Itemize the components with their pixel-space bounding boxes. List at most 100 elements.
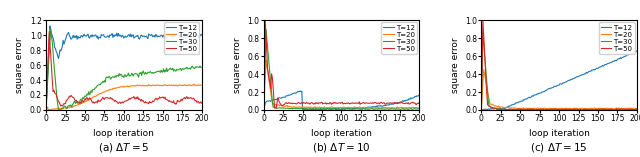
X-axis label: loop iteration: loop iteration xyxy=(93,129,154,138)
T=12 xyxy=(478,109,486,111)
T=12 xyxy=(274,98,282,100)
Line: T=50: T=50 xyxy=(481,20,637,110)
Line: T=12: T=12 xyxy=(264,91,419,110)
X-axis label: loop iteration: loop iteration xyxy=(311,129,372,138)
T=12 xyxy=(46,25,54,27)
T=50 xyxy=(198,102,205,104)
T=30 xyxy=(415,108,423,110)
T=30 xyxy=(275,107,282,109)
T=30 xyxy=(58,108,65,110)
Line: T=30: T=30 xyxy=(264,29,419,110)
T=50 xyxy=(415,102,423,104)
T=30 xyxy=(54,109,62,111)
T=30 xyxy=(100,80,108,82)
Title: (a) $\Delta T = 5$: (a) $\Delta T = 5$ xyxy=(98,141,150,154)
Line: T=12: T=12 xyxy=(46,26,202,106)
T=50 xyxy=(260,109,268,111)
T=30 xyxy=(326,108,333,110)
T=30 xyxy=(477,109,485,111)
T=50 xyxy=(621,108,629,110)
Line: T=30: T=30 xyxy=(46,29,202,110)
T=12 xyxy=(415,94,423,96)
T=12 xyxy=(300,109,308,111)
T=12 xyxy=(127,33,134,35)
Line: T=12: T=12 xyxy=(481,51,637,110)
T=50 xyxy=(513,109,521,111)
T=30 xyxy=(42,108,50,110)
Y-axis label: square error: square error xyxy=(15,37,24,93)
T=20 xyxy=(621,107,628,109)
T=20 xyxy=(260,109,268,111)
T=20 xyxy=(480,69,488,70)
T=50 xyxy=(326,102,333,104)
T=30 xyxy=(478,70,486,72)
T=30 xyxy=(621,109,628,111)
Legend: T=12, T=20, T=30, T=50: T=12, T=20, T=30, T=50 xyxy=(164,22,200,54)
T=50 xyxy=(479,19,487,21)
T=50 xyxy=(545,109,552,111)
T=20 xyxy=(415,107,423,109)
T=20 xyxy=(633,107,640,109)
T=20 xyxy=(262,59,270,61)
T=30 xyxy=(260,109,268,111)
T=50 xyxy=(492,107,500,109)
T=20 xyxy=(275,104,282,106)
T=50 xyxy=(563,109,571,111)
X-axis label: loop iteration: loop iteration xyxy=(529,129,589,138)
Line: T=20: T=20 xyxy=(481,70,637,110)
T=30 xyxy=(262,28,270,30)
T=12 xyxy=(492,108,499,109)
T=20 xyxy=(344,106,352,108)
T=20 xyxy=(126,85,134,87)
T=12 xyxy=(43,89,51,91)
T=50 xyxy=(42,108,50,110)
T=30 xyxy=(47,28,54,30)
T=30 xyxy=(403,108,411,110)
T=20 xyxy=(543,108,551,109)
T=20 xyxy=(56,108,64,110)
T=30 xyxy=(535,109,543,111)
T=12 xyxy=(326,108,334,110)
T=20 xyxy=(184,84,192,86)
T=30 xyxy=(198,66,205,68)
T=30 xyxy=(43,94,51,96)
T=20 xyxy=(99,91,107,93)
T=50 xyxy=(57,105,65,107)
T=30 xyxy=(260,82,268,84)
Line: T=20: T=20 xyxy=(264,60,419,110)
T=12 xyxy=(108,33,116,35)
T=12 xyxy=(100,34,108,36)
T=12 xyxy=(42,106,50,107)
T=50 xyxy=(478,64,486,66)
Line: T=20: T=20 xyxy=(46,84,202,110)
T=30 xyxy=(543,109,551,111)
T=50 xyxy=(344,102,352,104)
T=20 xyxy=(562,107,570,109)
Title: (c) $\Delta T = 15$: (c) $\Delta T = 15$ xyxy=(531,141,588,154)
T=50 xyxy=(536,108,543,110)
T=30 xyxy=(492,107,500,109)
T=20 xyxy=(478,96,486,98)
T=12 xyxy=(346,108,353,110)
T=50 xyxy=(260,64,268,66)
T=30 xyxy=(128,72,136,74)
T=12 xyxy=(198,34,205,35)
T=20 xyxy=(403,107,411,108)
Title: (b) $\Delta T = 10$: (b) $\Delta T = 10$ xyxy=(312,141,371,154)
T=30 xyxy=(562,109,570,111)
T=20 xyxy=(43,107,51,109)
T=50 xyxy=(127,98,134,100)
T=50 xyxy=(100,98,108,100)
Y-axis label: square error: square error xyxy=(233,37,242,93)
Y-axis label: square error: square error xyxy=(451,37,460,93)
T=50 xyxy=(403,102,411,104)
T=50 xyxy=(45,31,53,33)
T=50 xyxy=(477,109,485,111)
T=12 xyxy=(260,108,268,110)
Legend: T=12, T=20, T=30, T=50: T=12, T=20, T=30, T=50 xyxy=(599,22,635,54)
T=20 xyxy=(108,89,115,90)
T=30 xyxy=(479,32,487,34)
T=50 xyxy=(185,97,193,99)
T=30 xyxy=(344,108,352,109)
T=50 xyxy=(261,20,269,22)
